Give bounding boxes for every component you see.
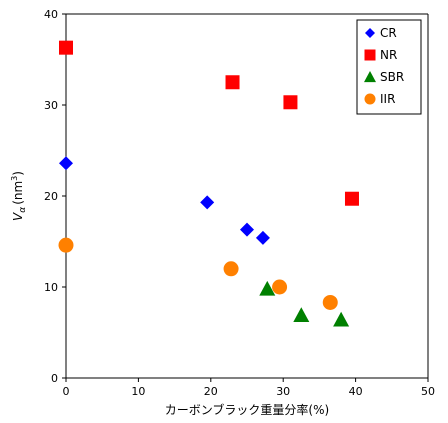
legend-label-sbr: SBR	[380, 70, 404, 84]
data-point-sbr	[333, 311, 350, 327]
y-label-main: V	[11, 212, 25, 221]
y-label-unit-sup: 3	[10, 176, 19, 181]
data-point-sbr	[259, 280, 276, 296]
data-point-nr	[225, 75, 240, 90]
x-tick-label: 0	[63, 385, 70, 398]
x-tick-label: 40	[349, 385, 363, 398]
legend-label-cr: CR	[380, 26, 397, 40]
y-axis-label: Vα (nm3)	[10, 171, 28, 221]
legend-label-nr: NR	[380, 48, 397, 62]
y-tick-label: 10	[44, 281, 58, 294]
y-tick-label: 30	[44, 99, 58, 112]
y-label-unit: (nm	[11, 181, 25, 205]
data-point-iir	[223, 261, 239, 277]
data-point-cr	[255, 230, 270, 245]
y-tick-label: 40	[44, 8, 58, 21]
x-axis-label: カーボンブラック重量分率(%)	[165, 402, 329, 417]
y-label-sub: α	[18, 207, 28, 213]
data-point-iir	[58, 237, 74, 253]
y-ticks: 0 10 20 30 40	[44, 8, 66, 385]
x-tick-label: 20	[204, 385, 218, 398]
legend-marker-iir	[364, 93, 376, 105]
x-tick-label: 50	[421, 385, 435, 398]
data-point-cr	[59, 156, 73, 171]
y-tick-label: 20	[44, 190, 58, 203]
legend-marker-cr	[365, 28, 375, 38]
x-tick-label: 10	[131, 385, 145, 398]
data-point-nr	[59, 40, 73, 55]
data-point-iir	[322, 294, 338, 310]
data-point-nr	[344, 191, 359, 206]
legend-label-iir: IIR	[380, 92, 395, 106]
data-point-cr	[240, 222, 254, 237]
data-point-cr	[200, 195, 215, 210]
data-point-nr	[283, 95, 298, 110]
data-point-iir	[272, 279, 288, 295]
data-point-sbr	[293, 307, 310, 323]
data-points	[58, 40, 359, 327]
x-ticks: 0 10 20 30 40 50	[63, 378, 435, 398]
legend-marker-sbr	[364, 71, 376, 83]
y-tick-label: 0	[51, 372, 58, 385]
legend-box	[356, 19, 422, 115]
legend-marker-nr	[364, 49, 376, 61]
x-tick-label: 30	[276, 385, 290, 398]
y-label-unit-close: )	[11, 171, 25, 176]
legend: CR NR SBR IIR	[356, 19, 422, 115]
